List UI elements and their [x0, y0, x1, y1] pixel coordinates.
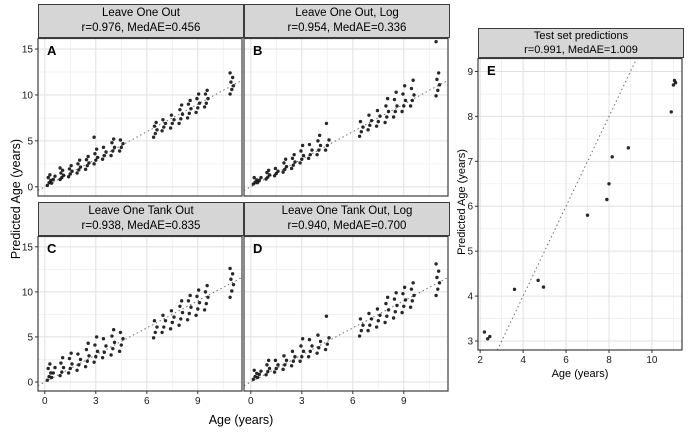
svg-text:4: 4 [520, 355, 526, 366]
svg-text:0: 0 [27, 377, 33, 388]
panel-B-stats: r=0.954, MedAE=0.336 [287, 22, 407, 34]
panel-D-plot: 0 3 6 9 D [243, 236, 449, 407]
svg-text:10: 10 [22, 287, 34, 298]
panel-B-plot: B [243, 38, 449, 197]
svg-text:3: 3 [93, 396, 99, 407]
panel-E: Test set predictions r=0.991, MedAE=1.00… [452, 28, 691, 370]
panel-A-stats: r=0.976, MedAE=0.456 [81, 22, 201, 34]
svg-text:10: 10 [646, 355, 658, 366]
panel-E-stats: r=0.991, MedAE=1.009 [524, 44, 638, 56]
svg-text:4: 4 [467, 292, 473, 303]
x-axis-label-shared: Age (years) [208, 413, 274, 427]
panel-B: Leave One Out, Log r=0.954, MedAE=0.336 … [240, 4, 460, 204]
panel-E-y-axis-label: Predicted Age (years) [456, 149, 468, 255]
svg-text:3: 3 [299, 396, 305, 407]
svg-text:B: B [253, 43, 262, 58]
panel-D-strip: Leave One Tank Out, Log r=0.940, MedAE=0… [244, 202, 450, 236]
svg-text:0: 0 [27, 182, 33, 193]
panel-E-x-axis-label: Age (years) [551, 368, 609, 380]
panel-E-title: Test set predictions [533, 29, 629, 42]
svg-text:E: E [487, 63, 496, 78]
svg-text:8: 8 [467, 112, 473, 123]
svg-text:3: 3 [467, 337, 473, 348]
svg-text:9: 9 [401, 396, 407, 407]
panel-A-strip: Leave One Out r=0.976, MedAE=0.456 [38, 4, 244, 38]
svg-text:5: 5 [27, 136, 33, 147]
panel-A: Leave One Out r=0.976, MedAE=0.456 0 5 10 1… [14, 4, 254, 204]
svg-text:C: C [47, 241, 57, 256]
svg-text:D: D [253, 241, 262, 256]
panel-C-strip: Leave One Tank Out r=0.938, MedAE=0.835 [38, 202, 244, 236]
svg-text:0: 0 [42, 396, 48, 407]
panel-A-title: Leave One Out [102, 7, 180, 20]
panel-C-plot: 0 3 6 9 0 5 10 15 C [22, 236, 243, 407]
panel-E-plot: 2 4 6 8 10 3 4 5 6 7 8 9 E [467, 58, 683, 366]
panel-D-title: Leave One Tank Out, Log [281, 205, 413, 218]
panel-C-stats: r=0.938, MedAE=0.835 [81, 220, 201, 232]
svg-text:6: 6 [467, 202, 473, 213]
svg-text:10: 10 [22, 90, 34, 101]
svg-text:2: 2 [477, 355, 483, 366]
svg-text:6: 6 [144, 396, 150, 407]
panel-C: Leave One Tank Out r=0.938, MedAE=0.835 … [14, 202, 254, 412]
panel-A-plot: 0 5 10 15 A [22, 38, 243, 197]
svg-text:6: 6 [350, 396, 356, 407]
panel-D: Leave One Tank Out, Log r=0.940, MedAE=0… [240, 202, 460, 412]
panel-D-stats: r=0.940, MedAE=0.700 [287, 220, 407, 232]
svg-text:7: 7 [467, 157, 473, 168]
svg-text:15: 15 [22, 45, 34, 56]
svg-text:9: 9 [195, 396, 201, 407]
svg-text:0: 0 [248, 396, 254, 407]
panel-B-title: Leave One Out, Log [295, 7, 399, 20]
panel-C-title: Leave One Tank Out [88, 205, 194, 218]
svg-text:A: A [47, 43, 57, 58]
panel-E-strip: Test set predictions r=0.991, MedAE=1.00… [478, 28, 684, 58]
svg-text:5: 5 [467, 247, 473, 258]
svg-text:5: 5 [27, 332, 33, 343]
svg-text:8: 8 [606, 355, 612, 366]
panel-B-strip: Leave One Out, Log r=0.954, MedAE=0.336 [244, 4, 450, 38]
svg-text:6: 6 [563, 355, 569, 366]
svg-text:9: 9 [467, 67, 473, 78]
svg-text:15: 15 [22, 242, 34, 253]
